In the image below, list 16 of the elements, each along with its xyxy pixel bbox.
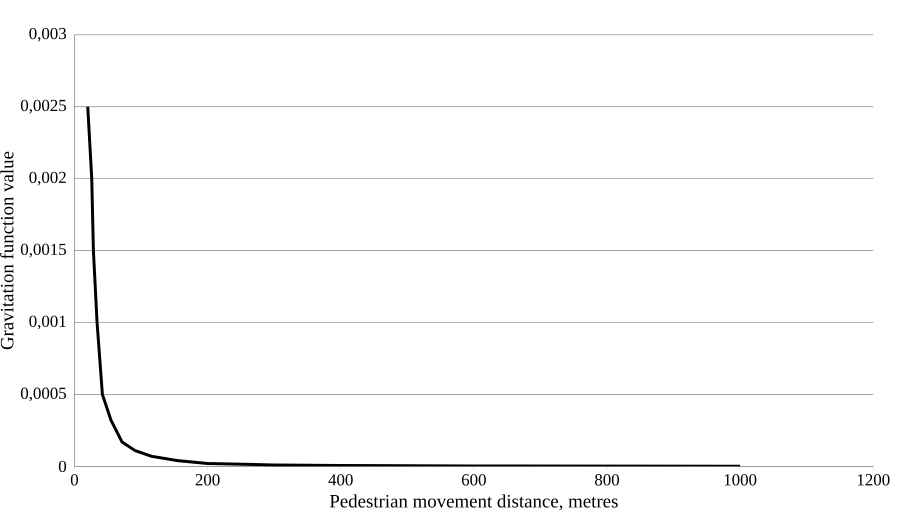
x-tick-label: 600 [462, 474, 486, 486]
x-tick-label: 1000 [724, 474, 756, 486]
x-tick-label: 200 [196, 474, 220, 486]
x-tick-label: 400 [328, 474, 353, 486]
x-tick-label: 0 [70, 474, 78, 486]
y-tick-label: 0 [58, 460, 66, 472]
y-tick-label: 0,0025 [20, 100, 66, 114]
y-tick-label: 0,0005 [20, 388, 66, 402]
x-tick-label: 800 [594, 474, 620, 486]
y-tick-label: 0,003 [29, 28, 66, 42]
x-axis-title: Pedestrian movement distance, metres [330, 494, 618, 510]
y-tick-label: 0,0015 [20, 244, 66, 258]
y-axis-title: Gravitation function value [0, 152, 14, 350]
y-tick-label: 0,002 [29, 172, 66, 186]
x-tick-label: 1200 [858, 474, 890, 486]
y-tick-label: 0,001 [29, 316, 66, 330]
